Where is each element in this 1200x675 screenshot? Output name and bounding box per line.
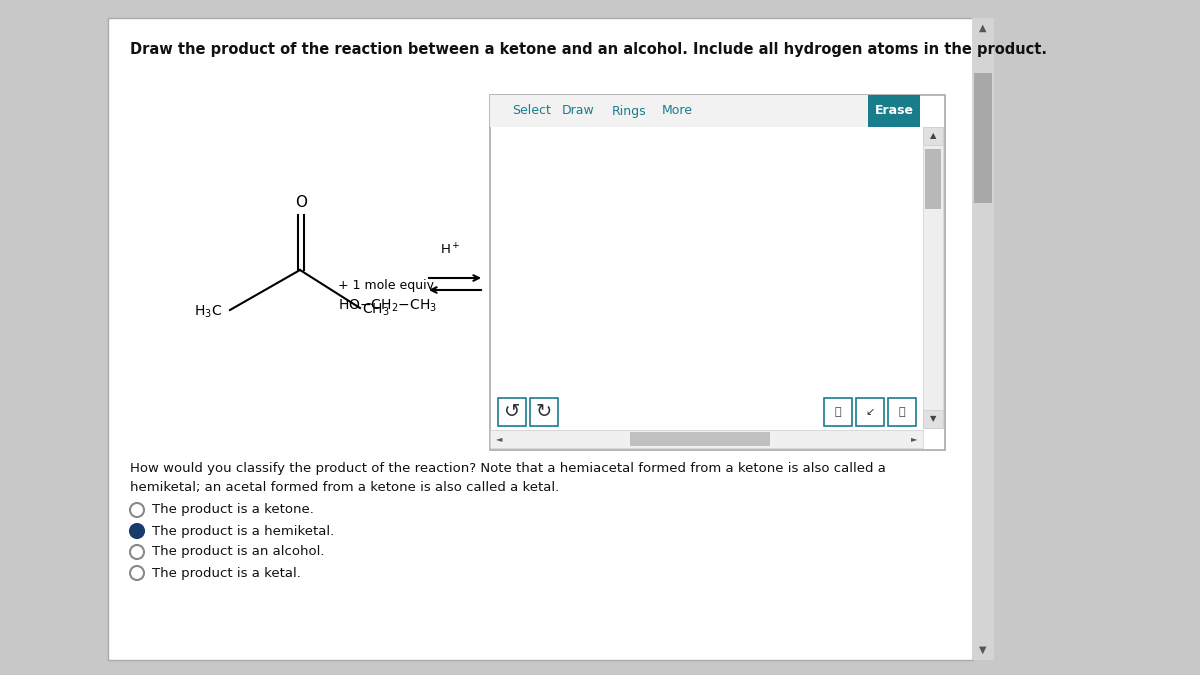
FancyBboxPatch shape — [974, 73, 992, 203]
Text: ↺: ↺ — [504, 402, 520, 421]
Text: hemiketal; an acetal formed from a ketone is also called a ketal.: hemiketal; an acetal formed from a keton… — [130, 481, 559, 494]
FancyBboxPatch shape — [923, 410, 943, 428]
Circle shape — [130, 545, 144, 559]
Text: + 1 mole equiv.: + 1 mole equiv. — [338, 279, 437, 292]
FancyBboxPatch shape — [490, 95, 920, 127]
Text: Draw: Draw — [562, 105, 595, 117]
Text: ▲: ▲ — [930, 132, 936, 140]
Text: ▼: ▼ — [979, 645, 986, 655]
FancyBboxPatch shape — [630, 432, 770, 446]
Text: ↻: ↻ — [536, 402, 552, 421]
Text: Rings: Rings — [612, 105, 647, 117]
Circle shape — [130, 503, 144, 517]
Text: Select: Select — [512, 105, 551, 117]
Text: H$^+$: H$^+$ — [439, 243, 461, 258]
FancyBboxPatch shape — [530, 398, 558, 426]
Text: H$_3$C: H$_3$C — [194, 304, 222, 320]
Text: More: More — [662, 105, 694, 117]
FancyBboxPatch shape — [108, 18, 973, 660]
Text: The product is an alcohol.: The product is an alcohol. — [152, 545, 324, 558]
FancyBboxPatch shape — [490, 95, 946, 450]
Text: CH$_3$: CH$_3$ — [362, 302, 390, 318]
FancyBboxPatch shape — [923, 127, 943, 145]
FancyBboxPatch shape — [856, 398, 884, 426]
Text: 🔍: 🔍 — [835, 407, 841, 417]
Text: ◄: ◄ — [496, 435, 503, 443]
Text: How would you classify the product of the reaction? Note that a hemiacetal forme: How would you classify the product of th… — [130, 462, 886, 475]
FancyBboxPatch shape — [490, 430, 923, 448]
FancyBboxPatch shape — [972, 18, 994, 660]
Text: ↙: ↙ — [865, 407, 875, 417]
Circle shape — [130, 566, 144, 580]
Text: O: O — [295, 195, 307, 210]
FancyBboxPatch shape — [868, 95, 920, 127]
FancyBboxPatch shape — [824, 398, 852, 426]
Text: The product is a ketone.: The product is a ketone. — [152, 504, 314, 516]
Text: 🔎: 🔎 — [899, 407, 905, 417]
Text: ▼: ▼ — [930, 414, 936, 423]
Text: Erase: Erase — [875, 105, 913, 117]
Text: HO$-$CH$_2$$-$CH$_3$: HO$-$CH$_2$$-$CH$_3$ — [338, 298, 437, 314]
FancyBboxPatch shape — [923, 127, 943, 428]
Text: ▲: ▲ — [979, 23, 986, 33]
Circle shape — [130, 524, 144, 538]
Text: Draw the product of the reaction between a ketone and an alcohol. Include all hy: Draw the product of the reaction between… — [130, 42, 1046, 57]
FancyBboxPatch shape — [925, 149, 941, 209]
FancyBboxPatch shape — [498, 398, 526, 426]
FancyBboxPatch shape — [888, 398, 916, 426]
Text: ►: ► — [911, 435, 917, 443]
Text: The product is a ketal.: The product is a ketal. — [152, 566, 301, 580]
Text: The product is a hemiketal.: The product is a hemiketal. — [152, 524, 335, 537]
